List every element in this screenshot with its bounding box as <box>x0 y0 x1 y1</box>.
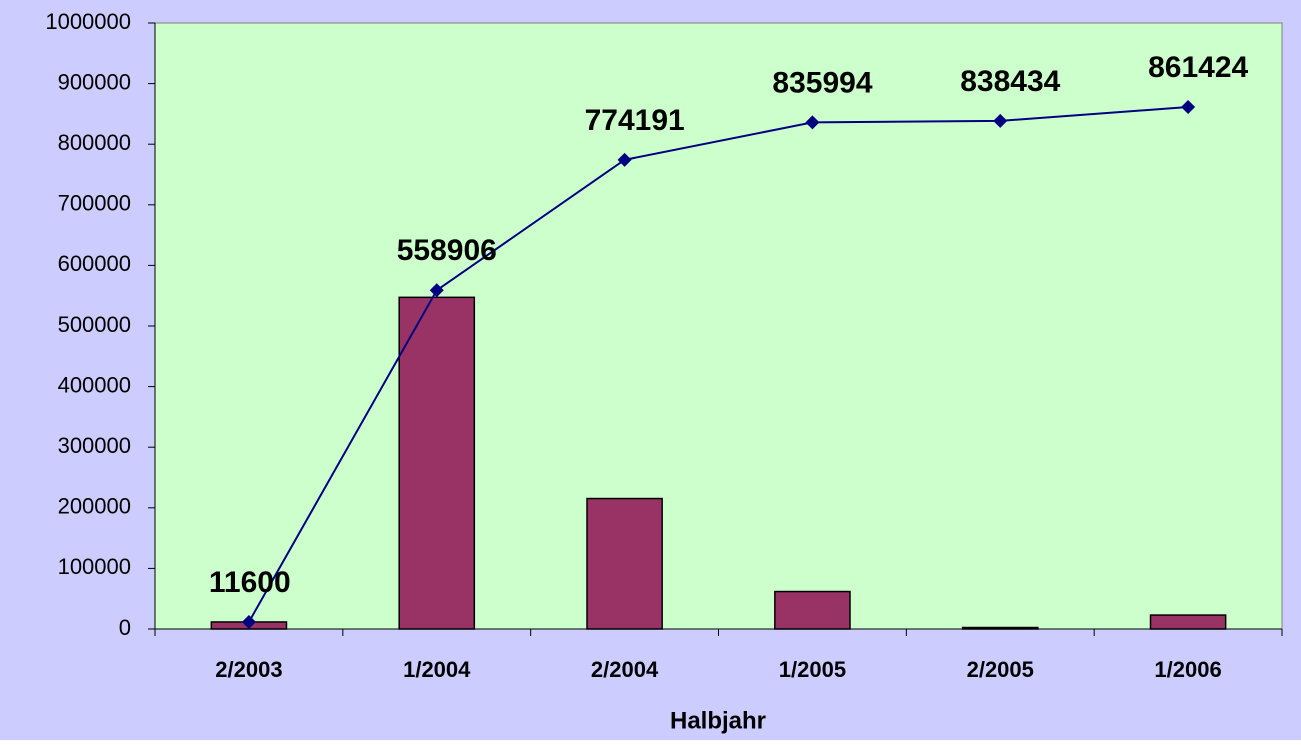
data-label: 11600 <box>209 566 291 599</box>
x-tick-label: 2/2005 <box>967 657 1034 682</box>
marker <box>993 113 1008 128</box>
bar <box>1149 614 1227 630</box>
data-label: 838434 <box>960 65 1060 98</box>
x-axis-label: Halbjahr <box>670 707 766 734</box>
data-label: 861424 <box>1148 51 1248 84</box>
bar <box>961 626 1039 630</box>
y-tick-label: 600000 <box>58 251 131 276</box>
data-label: 835994 <box>772 66 872 99</box>
marker <box>805 115 820 130</box>
y-tick-label: 1000000 <box>45 9 131 34</box>
y-tick-label: 0 <box>119 615 131 640</box>
x-tick-label: 2/2003 <box>215 657 282 682</box>
x-tick-label: 2/2004 <box>591 657 659 682</box>
y-tick-label: 400000 <box>58 372 131 397</box>
x-tick-label: 1/2004 <box>403 657 471 682</box>
y-tick-label: 100000 <box>58 554 131 579</box>
y-tick-label: 800000 <box>58 130 131 155</box>
y-tick-label: 900000 <box>58 69 131 94</box>
x-tick-label: 1/2005 <box>779 657 846 682</box>
x-tick-label: 1/2006 <box>1154 657 1221 682</box>
bar <box>398 296 476 630</box>
data-label: 774191 <box>585 104 685 137</box>
marker <box>429 283 444 298</box>
bar <box>586 497 663 630</box>
bar <box>774 590 851 630</box>
y-tick-label: 700000 <box>58 191 131 216</box>
marker <box>241 614 256 629</box>
line <box>248 105 1189 623</box>
y-tick-label: 200000 <box>58 494 131 519</box>
y-tick-label: 300000 <box>58 433 131 458</box>
marker <box>617 152 632 167</box>
marker <box>1181 99 1196 114</box>
data-label: 558906 <box>397 234 497 267</box>
y-tick-label: 500000 <box>58 312 131 337</box>
plot-area <box>154 22 1283 630</box>
